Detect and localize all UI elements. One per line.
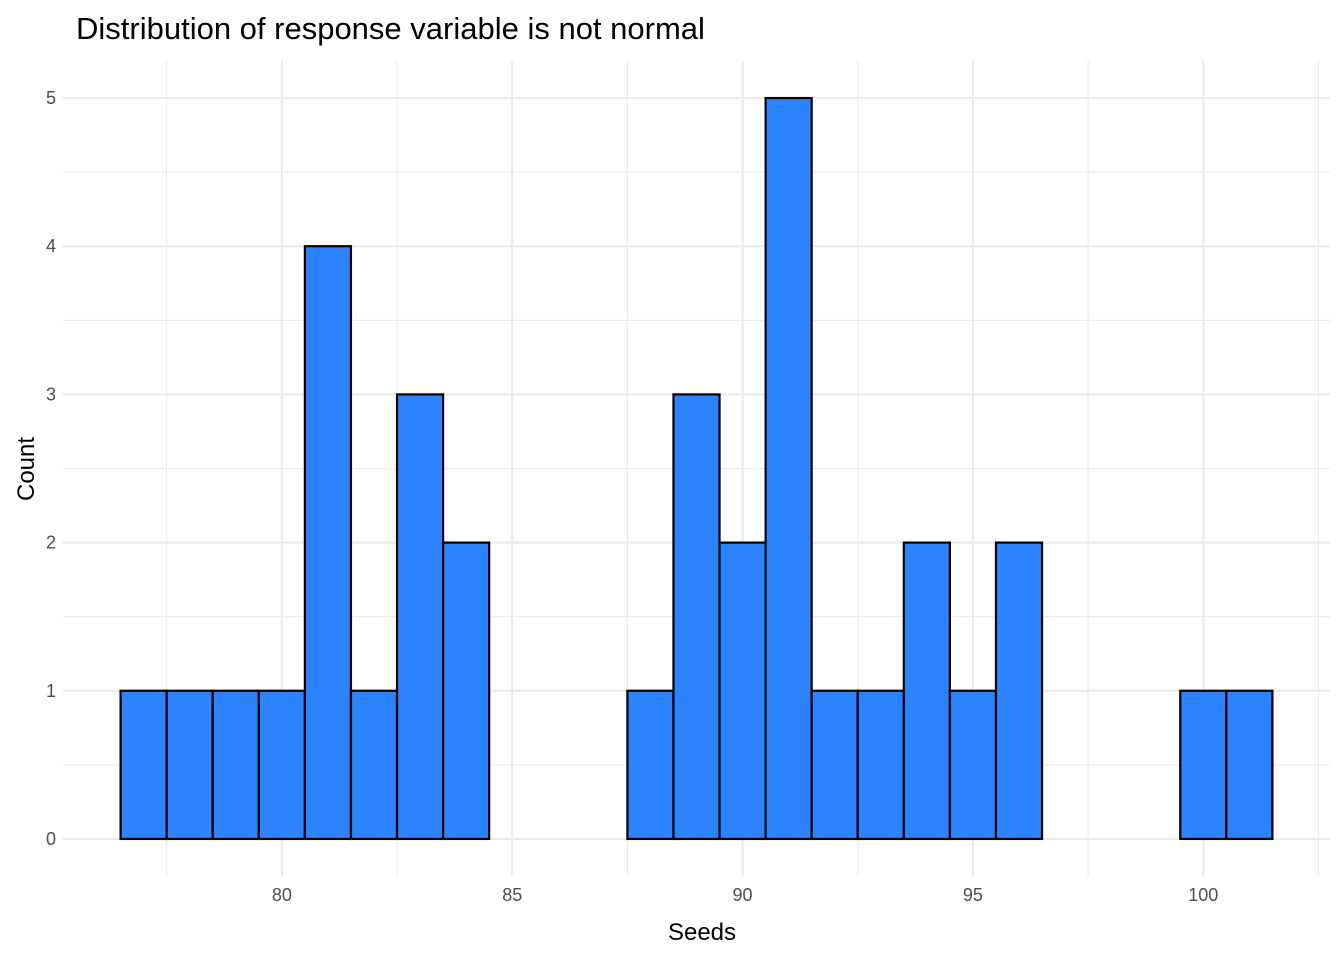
histogram-bar bbox=[211, 689, 260, 841]
histogram-bar bbox=[395, 393, 445, 841]
histogram-bar bbox=[994, 541, 1044, 841]
y-tick-label: 1 bbox=[46, 681, 56, 701]
histogram-bar bbox=[349, 689, 399, 841]
histogram-bar bbox=[119, 689, 168, 841]
histogram-bar bbox=[442, 541, 491, 841]
histogram-bar bbox=[303, 245, 353, 841]
y-tick-label: 5 bbox=[46, 88, 56, 108]
histogram-bar bbox=[672, 393, 721, 841]
histogram-bar bbox=[810, 689, 859, 841]
x-tick-label: 85 bbox=[502, 885, 522, 905]
histogram-bar bbox=[165, 689, 214, 841]
histogram-bars bbox=[119, 96, 1274, 841]
histogram-bar bbox=[1179, 689, 1228, 841]
histogram-bar bbox=[626, 689, 675, 841]
histogram-bar bbox=[948, 689, 998, 841]
x-tick-label: 90 bbox=[733, 885, 753, 905]
y-tick-label: 2 bbox=[46, 533, 56, 553]
x-tick-label: 80 bbox=[272, 885, 292, 905]
x-axis-tick-labels: 80 85 90 95 100 bbox=[272, 885, 1218, 905]
y-tick-label: 3 bbox=[46, 384, 56, 404]
x-tick-label: 95 bbox=[963, 885, 983, 905]
x-tick-label: 100 bbox=[1188, 885, 1218, 905]
histogram-bar bbox=[856, 689, 905, 841]
y-axis-label: Count bbox=[13, 437, 40, 501]
histogram-bar bbox=[718, 541, 767, 841]
chart-title: Distribution of response variable is not… bbox=[76, 11, 705, 46]
histogram-bar bbox=[1225, 689, 1274, 841]
histogram-bar bbox=[764, 96, 813, 841]
y-axis-tick-labels: 0 1 2 3 4 5 bbox=[46, 88, 56, 849]
y-tick-label: 4 bbox=[46, 236, 56, 256]
histogram-bar bbox=[257, 689, 306, 841]
histogram-bar bbox=[902, 541, 951, 841]
x-axis-label: Seeds bbox=[668, 919, 736, 946]
y-tick-label: 0 bbox=[46, 829, 56, 849]
